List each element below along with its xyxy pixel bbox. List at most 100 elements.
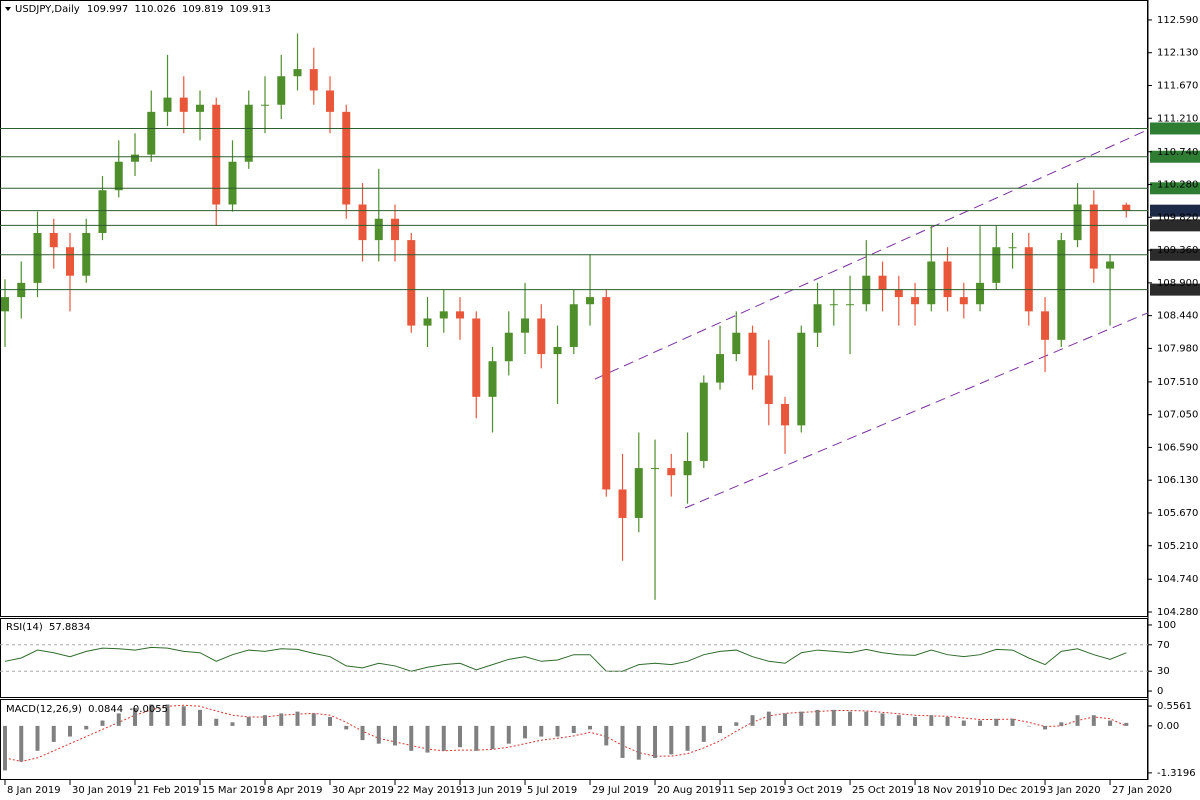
macd-bar — [880, 713, 885, 726]
macd-bar — [701, 725, 706, 742]
y-tick-label: 0.00 — [1157, 721, 1179, 732]
y-tick-label: 110.740 — [1157, 147, 1198, 158]
rsi-panel-frame — [0, 618, 1148, 698]
macd-bar — [51, 725, 56, 742]
macd-bar — [523, 725, 528, 739]
macd-bar — [344, 725, 349, 730]
macd-bar — [230, 722, 235, 726]
macd-bar — [376, 725, 381, 744]
macd-bar — [864, 711, 869, 726]
y-tick-label: 107.510 — [1157, 377, 1198, 388]
macd-bar — [718, 725, 723, 733]
x-tick-label: 30 Apr 2019 — [332, 785, 394, 796]
macd-bar — [620, 725, 625, 758]
macd-bar — [588, 725, 593, 730]
symbol: USDJPY,Daily — [15, 4, 80, 15]
macd-bar — [441, 725, 446, 751]
macd-bar — [1010, 718, 1015, 726]
macd-panel-frame — [0, 699, 1148, 780]
y-tick-label: 107.980 — [1157, 343, 1198, 354]
macd-bar — [474, 725, 479, 751]
macd-bar — [1091, 715, 1096, 726]
macd-bar — [896, 715, 901, 726]
x-tick-label: 25 Oct 2019 — [852, 785, 914, 796]
macd-bar — [279, 713, 284, 726]
level-label-box — [1150, 283, 1200, 296]
chart-header: USDJPY,Daily 109.997 110.026 109.819 109… — [15, 4, 271, 15]
macd-bar — [198, 709, 203, 726]
y-tick-label: 111.210 — [1157, 113, 1198, 124]
macd-bar — [913, 716, 918, 726]
macd-bar — [133, 708, 138, 726]
macd-bar — [669, 725, 674, 755]
x-tick-label: 10 Dec 2019 — [982, 785, 1046, 796]
macd-bar — [815, 709, 820, 726]
x-tick-label: 18 Nov 2019 — [917, 785, 981, 796]
macd-bar — [831, 709, 836, 726]
macd-bar — [35, 725, 40, 751]
level-label-box — [1150, 248, 1200, 261]
macd-bar — [961, 720, 966, 726]
macd-bar — [799, 711, 804, 726]
macd-bar — [994, 718, 999, 726]
y-tick-label: 109.820 — [1157, 212, 1198, 223]
macd-bar — [84, 725, 89, 730]
y-tick-label: 112.590 — [1157, 15, 1198, 26]
level-label-box — [1150, 204, 1200, 217]
macd-bar — [1059, 722, 1064, 726]
y-tick-label: 110.280 — [1157, 180, 1198, 191]
trend-line — [594, 129, 1149, 380]
x-tick-label: 11 Sep 2019 — [722, 785, 785, 796]
macd-bar — [100, 720, 105, 726]
low-value: 109.819 — [182, 4, 223, 15]
x-tick-label: 15 Mar 2019 — [202, 785, 265, 796]
y-tick-label: 104.740 — [1157, 574, 1198, 585]
macd-bar — [945, 716, 950, 726]
level-label-box — [1150, 150, 1200, 163]
macd-bar — [848, 711, 853, 726]
macd-bar — [1026, 725, 1031, 727]
open-value: 109.997 — [87, 4, 128, 15]
macd-bar — [1124, 722, 1129, 726]
macd-bar — [490, 725, 495, 750]
macd-bar — [783, 713, 788, 726]
y-tick-label: 30 — [1157, 666, 1170, 677]
x-tick-label: 8 Apr 2019 — [267, 785, 322, 796]
symbol-menu-icon[interactable] — [5, 7, 11, 11]
macd-bar — [295, 711, 300, 726]
macd-bar — [149, 704, 154, 726]
x-tick-label: 20 Aug 2019 — [657, 785, 721, 796]
level-label-box — [1150, 219, 1200, 232]
signal-line — [4, 704, 1127, 762]
macd-bar — [604, 725, 609, 746]
trend-line — [684, 312, 1149, 509]
macd-bar — [458, 725, 463, 748]
macd-bar — [409, 725, 414, 751]
macd-bar — [68, 725, 73, 737]
macd-bar — [978, 720, 983, 726]
macd-bar — [214, 718, 219, 726]
macd-bar — [328, 716, 333, 726]
y-tick-label: 112.130 — [1157, 48, 1198, 59]
y-tick-label: 108.900 — [1157, 278, 1198, 289]
y-tick-label: 109.360 — [1157, 245, 1198, 256]
y-tick-label: 111.670 — [1157, 80, 1198, 91]
macd-bar — [1108, 720, 1113, 726]
macd-bar — [246, 716, 251, 726]
x-tick-label: 21 Feb 2019 — [137, 785, 199, 796]
x-tick-label: 5 Jul 2019 — [527, 785, 577, 796]
x-tick-label: 22 May 2019 — [397, 785, 462, 796]
macd-bar — [2, 725, 7, 771]
macd-bar — [263, 715, 268, 726]
macd-bar — [750, 715, 755, 726]
y-tick-label: 107.050 — [1157, 410, 1198, 421]
macd-bar — [360, 725, 365, 741]
y-tick-label: 106.590 — [1157, 442, 1198, 453]
macd-bar — [766, 711, 771, 726]
macd-bar — [653, 725, 658, 758]
macd-bar — [1043, 725, 1048, 730]
level-label-box — [1150, 122, 1200, 135]
y-tick-label: 0 — [1157, 686, 1163, 697]
rsi-value: 57.8834 — [49, 622, 90, 633]
